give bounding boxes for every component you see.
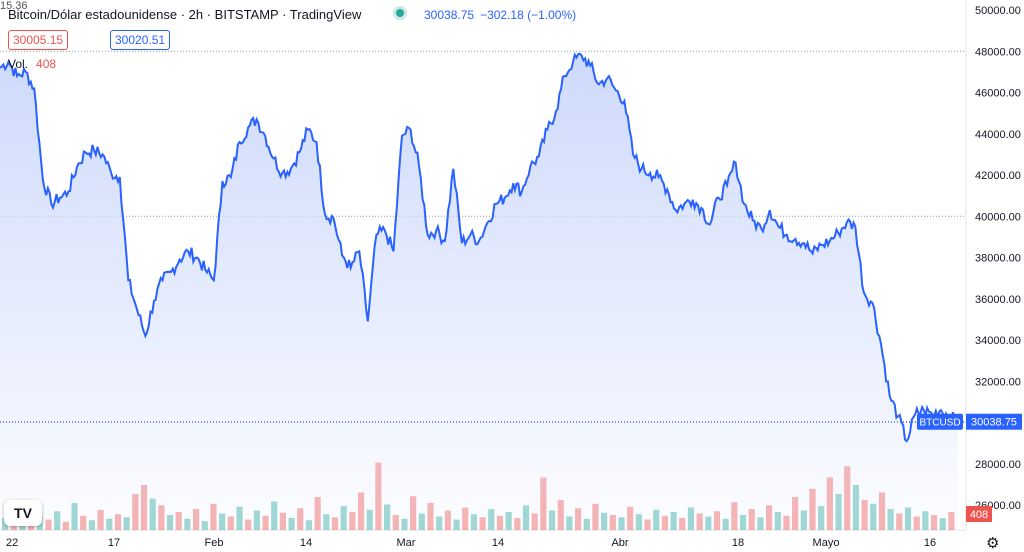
y-tick-label: 40000.00	[975, 211, 1021, 223]
sell-button[interactable]: 30005.15	[8, 30, 69, 50]
volume-tag-label: 408	[970, 509, 988, 521]
last-price-tag	[966, 413, 1022, 430]
symbol-tag-label: BTCUSD	[919, 418, 960, 429]
market-status-dot	[396, 9, 404, 17]
y-tick-label: 48000.00	[975, 46, 1021, 58]
price-change: −302.18 (−1.00%)	[480, 8, 577, 22]
x-tick-label: Abr	[611, 537, 628, 549]
volume-legend-label: Vol.	[8, 57, 29, 71]
x-tick-label: 17	[108, 537, 120, 549]
x-tick-label: 18	[732, 537, 744, 549]
buy-button[interactable]: 30020.51	[110, 30, 171, 50]
current-price: 30038.75	[424, 8, 475, 22]
gear-icon[interactable]: ⚙	[986, 535, 1000, 552]
y-tick-label: 44000.00	[975, 129, 1021, 141]
y-axis: 50000.00 48000.00 46000.00 44000.00 42000.00…	[975, 5, 1021, 512]
volume-legend-value: 408	[36, 57, 57, 71]
last-price-tag-label: 30038.75	[971, 417, 1017, 429]
y-tick-label: 42000.00	[975, 170, 1021, 182]
x-tick-label: 22	[6, 537, 18, 549]
price-area	[0, 53, 958, 531]
last-price-marker: BTCUSD 30038.75 408	[0, 413, 1022, 522]
price-line	[0, 52, 959, 443]
price-readout: 30038.75 −302.18 (−1.00%)	[424, 8, 576, 22]
spread-value: 15.36	[0, 0, 28, 12]
x-tick-label: 14	[492, 537, 504, 549]
x-axis: 22 17 Feb 14 Mar 14 Abr 18 Mayo 16	[6, 537, 936, 549]
volume-legend: Vol. 408	[8, 57, 56, 71]
volume-tag	[966, 506, 992, 522]
y-tick-label: 38000.00	[975, 253, 1021, 265]
y-tick-label: 34000.00	[975, 335, 1021, 347]
symbol-tag	[917, 413, 963, 430]
x-tick-label: Mar	[397, 537, 416, 549]
y-tick-label: 32000.00	[975, 376, 1021, 388]
x-tick-label: Feb	[205, 537, 224, 549]
x-tick-label: Mayo	[813, 537, 840, 549]
y-tick-label: 28000.00	[975, 459, 1021, 471]
x-tick-label: 16	[924, 537, 936, 549]
y-tick-label: 36000.00	[975, 294, 1021, 306]
x-tick-label: 14	[300, 537, 312, 549]
tradingview-logo[interactable]: TV	[4, 500, 42, 526]
chart-title: Bitcoin/Dólar estadounidense · 2h · BITS…	[8, 7, 362, 22]
y-tick-label: 46000.00	[975, 88, 1021, 100]
y-tick-label: 50000.00	[975, 5, 1021, 17]
